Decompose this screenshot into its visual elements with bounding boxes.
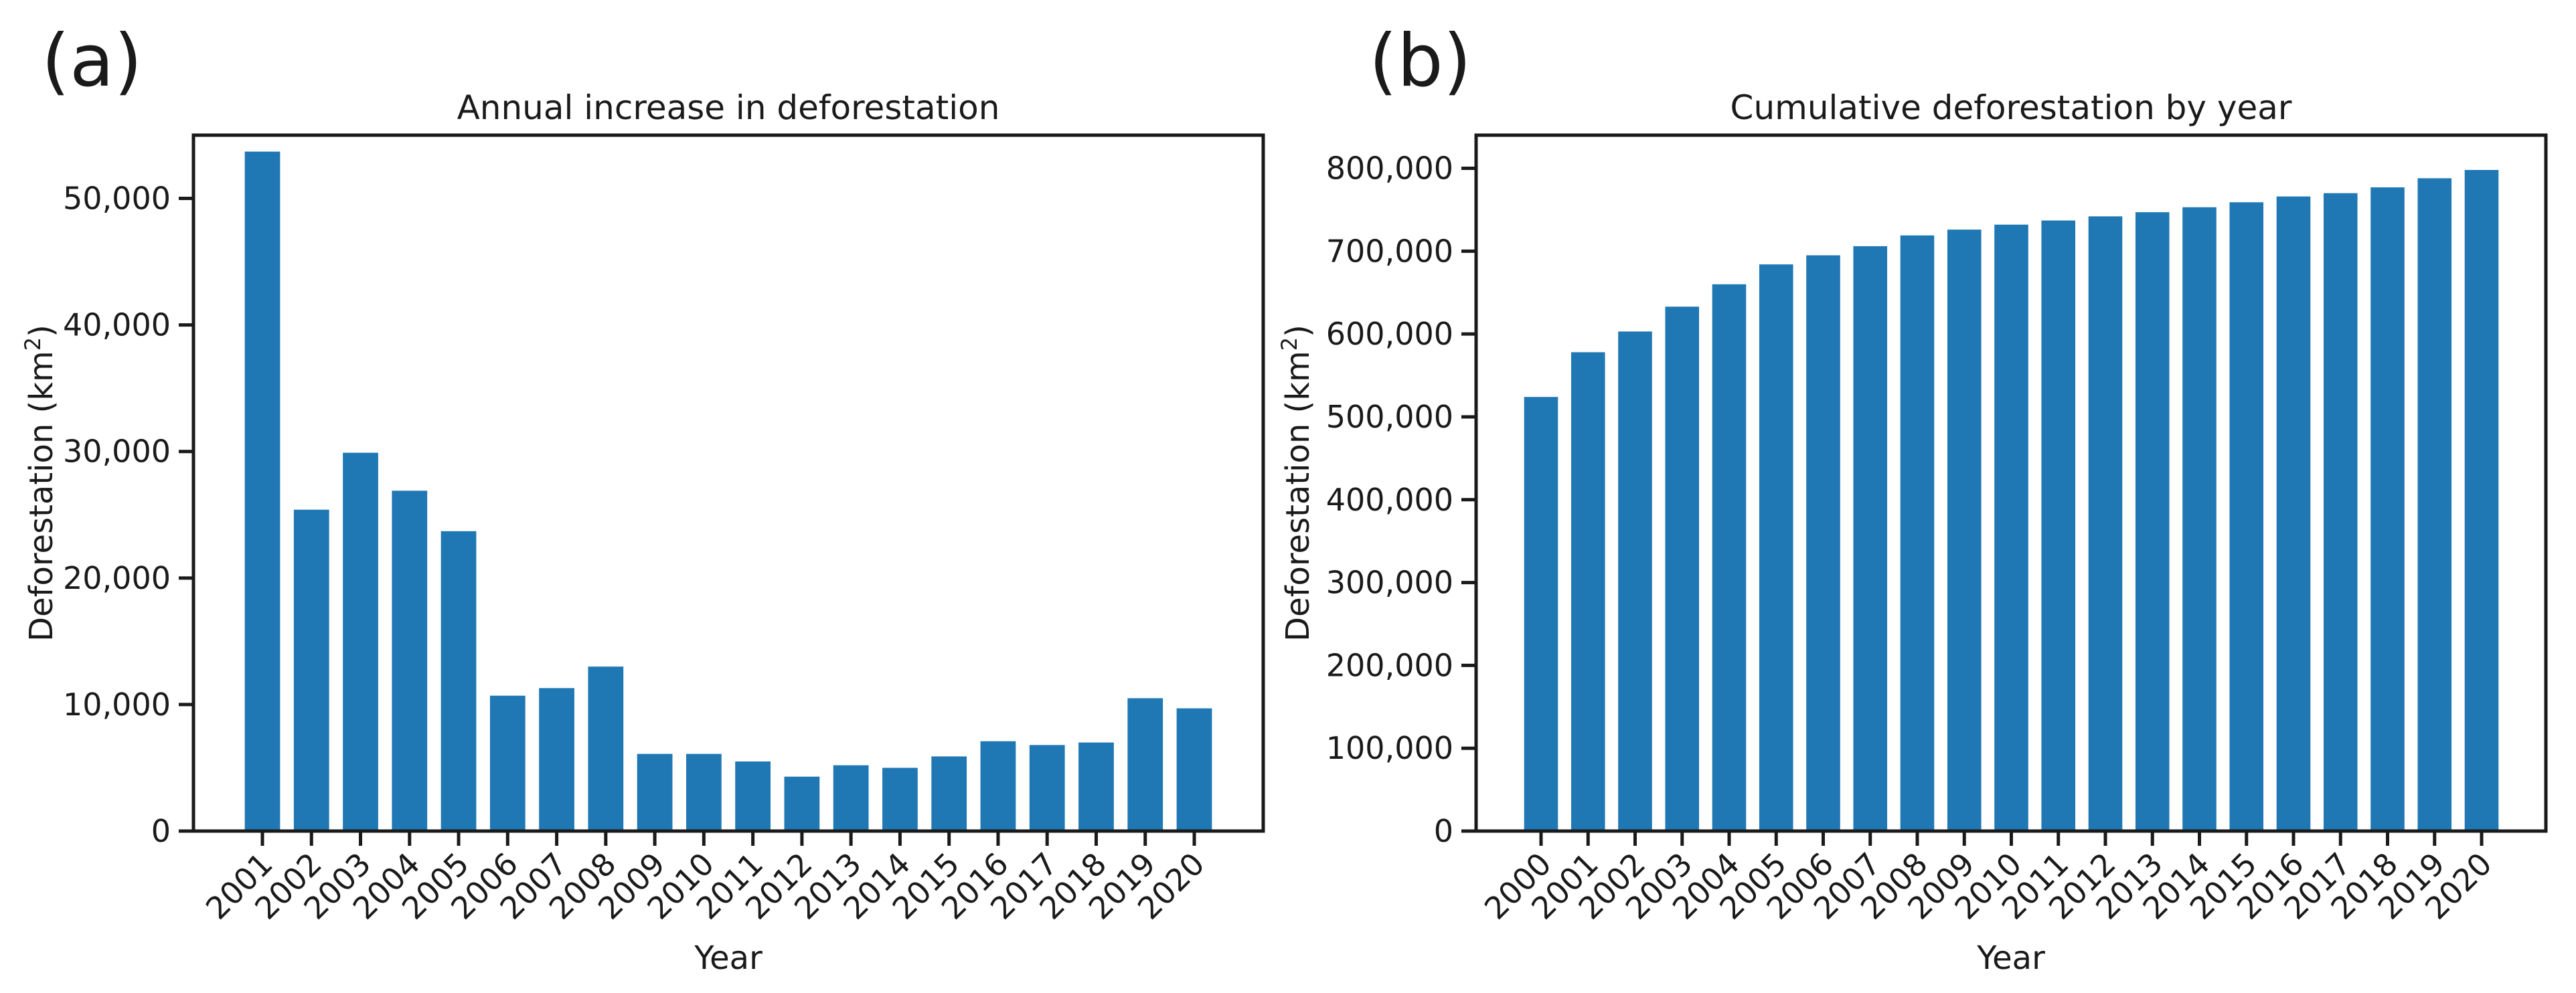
bar-2014 bbox=[882, 768, 918, 831]
panel-a-y-ticks: 0 10,000 20,000 30,000 40,000 50,000 bbox=[63, 181, 193, 849]
y-tick-label: 700,000 bbox=[1326, 233, 1453, 269]
bar-2006 bbox=[1806, 255, 1840, 831]
y-tick-label: 500,000 bbox=[1326, 399, 1453, 435]
bar-2013 bbox=[2135, 212, 2170, 832]
y-tick-label: 50,000 bbox=[63, 181, 171, 217]
panel-a-y-axis-label-main: Deforestation (km bbox=[23, 351, 60, 642]
bar-2001 bbox=[1571, 352, 1605, 831]
bar-2000 bbox=[1524, 397, 1558, 831]
bar-2007 bbox=[1853, 246, 1888, 831]
bar-2003 bbox=[343, 452, 378, 831]
panel-b-x-ticks: 2000200120022003200420052006200720082009… bbox=[1477, 831, 2499, 927]
bar-2020 bbox=[2464, 170, 2499, 831]
y-tick-label: 600,000 bbox=[1326, 316, 1453, 352]
panel-b-y-axis-label-sup: 2 bbox=[1277, 337, 1302, 351]
panel-b-frame bbox=[1474, 133, 2548, 833]
bar-2019 bbox=[1127, 698, 1163, 831]
bar-2005 bbox=[1759, 264, 1793, 832]
bar-2016 bbox=[980, 741, 1016, 831]
y-tick-label: 100,000 bbox=[1326, 730, 1453, 766]
panel-a-frame bbox=[191, 133, 1265, 833]
y-tick-label: 20,000 bbox=[63, 560, 171, 596]
y-tick-label: 400,000 bbox=[1326, 482, 1453, 518]
y-tick-label: 0 bbox=[151, 813, 171, 849]
bar-2001 bbox=[244, 151, 280, 832]
bar-2019 bbox=[2417, 178, 2452, 831]
y-tick-label: 300,000 bbox=[1326, 565, 1453, 601]
bar-2008 bbox=[1900, 235, 1935, 831]
bar-2003 bbox=[1665, 306, 1700, 831]
panel-b-cumulative: (b) Cumulative deforestation by year 0 10… bbox=[1277, 19, 2548, 977]
bar-2015 bbox=[931, 756, 967, 831]
panel-b-bars bbox=[1524, 170, 2499, 832]
panel-a-x-axis-label: Year bbox=[694, 939, 762, 977]
bar-2012 bbox=[784, 776, 820, 831]
bar-2005 bbox=[440, 531, 477, 831]
panel-b-y-axis-label: Deforestation (km2) bbox=[1277, 325, 1317, 642]
panel-b-label: (b) bbox=[1369, 19, 1471, 103]
panel-a-annual-increase: (a) Annual increase in deforestation 0 10… bbox=[20, 19, 1265, 977]
bar-2018 bbox=[1078, 742, 1114, 831]
panel-b-y-axis-label-close: ) bbox=[1279, 325, 1317, 337]
bar-2017 bbox=[2323, 193, 2358, 832]
bar-2013 bbox=[833, 765, 869, 831]
bar-2010 bbox=[1994, 224, 2028, 831]
bar-2007 bbox=[539, 688, 574, 831]
bar-2002 bbox=[1618, 331, 1652, 831]
panel-a-title: Annual increase in deforestation bbox=[457, 88, 1000, 127]
bar-2004 bbox=[1712, 284, 1747, 831]
panel-a-y-axis-label-close: ) bbox=[23, 325, 60, 337]
panel-b-y-ticks: 0 100,000 200,000 300,000 400,000 500,000 600,… bbox=[1326, 151, 1476, 849]
panel-a-y-axis-label-sup: 2 bbox=[20, 337, 46, 351]
bar-2011 bbox=[735, 761, 771, 831]
bar-2014 bbox=[2182, 207, 2217, 831]
bar-2009 bbox=[637, 753, 673, 831]
y-tick-label: 0 bbox=[1434, 813, 1453, 849]
panel-b-y-axis-label-main: Deforestation (km bbox=[1279, 351, 1317, 642]
bar-2015 bbox=[2229, 202, 2264, 831]
bar-2002 bbox=[293, 509, 329, 831]
y-tick-label: 30,000 bbox=[63, 434, 171, 470]
bar-2020 bbox=[1176, 708, 1212, 831]
bar-2012 bbox=[2088, 216, 2123, 831]
panel-a-bars bbox=[244, 151, 1212, 832]
bar-2016 bbox=[2276, 196, 2311, 832]
y-tick-label: 40,000 bbox=[63, 307, 171, 343]
bar-2017 bbox=[1029, 745, 1065, 831]
panel-a-y-axis-label: Deforestation (km2) bbox=[20, 325, 60, 642]
bar-2018 bbox=[2370, 187, 2405, 831]
panel-a-x-ticks: 2001200220032004200520062007200820092010… bbox=[199, 831, 1212, 927]
bar-2010 bbox=[686, 753, 722, 831]
panel-a-label: (a) bbox=[42, 19, 142, 103]
panel-b-x-axis-label: Year bbox=[1976, 939, 2045, 977]
panel-b-title: Cumulative deforestation by year bbox=[1730, 88, 2292, 127]
bar-2011 bbox=[2041, 220, 2076, 831]
y-tick-label: 10,000 bbox=[63, 687, 171, 723]
y-tick-label: 800,000 bbox=[1326, 151, 1453, 187]
y-tick-label: 200,000 bbox=[1326, 647, 1453, 683]
bar-2009 bbox=[1947, 230, 1982, 832]
bar-2008 bbox=[588, 666, 624, 831]
bar-2006 bbox=[489, 695, 526, 831]
bar-2004 bbox=[392, 490, 428, 831]
